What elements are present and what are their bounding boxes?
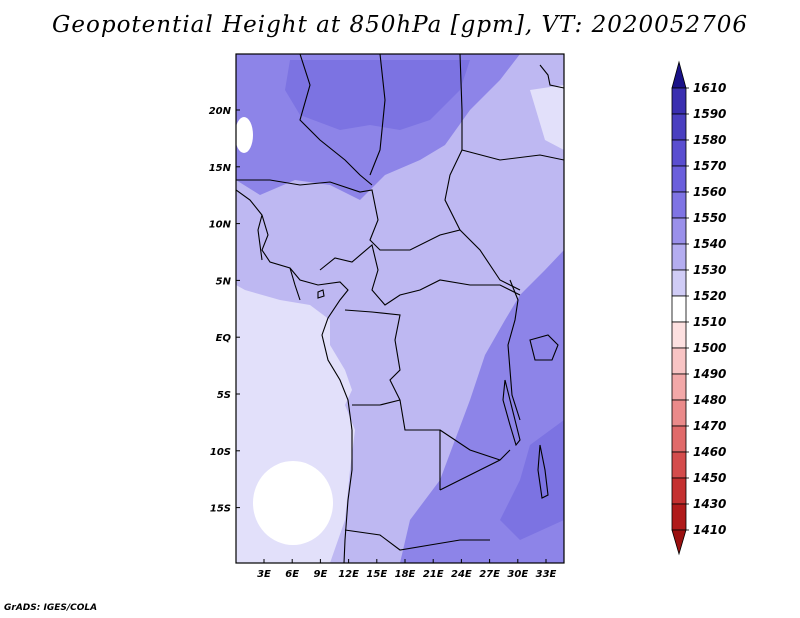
colorbar-box (671, 269, 687, 297)
colorbar-bottom-arrow (671, 529, 687, 556)
field-light-north (530, 85, 564, 150)
south-border-1 (344, 529, 490, 551)
colorbar-label: 1560 (693, 185, 726, 199)
inland-border-b (289, 267, 301, 301)
lat-label: 20N (209, 106, 232, 117)
footer-credit: GrADS: IGES/COLA (4, 603, 98, 613)
colorbar-box (671, 87, 687, 115)
field-east-inner (500, 420, 564, 540)
lon-label: 18E (395, 569, 416, 580)
colorbar-box (671, 217, 687, 245)
south-border-2 (439, 449, 511, 491)
colorbar-label: 1540 (693, 237, 726, 251)
map-frame (235, 53, 565, 564)
colorbar-label: 1450 (693, 471, 726, 485)
sahel-border (236, 179, 521, 291)
colorbar-label: 1520 (693, 289, 726, 303)
colorbar-label: 1410 (693, 523, 726, 537)
east-border-1 (507, 279, 521, 421)
colorbar-box (671, 295, 687, 323)
colorbar-label: 1530 (693, 263, 726, 277)
colorbar-box (671, 425, 687, 453)
central-border-3 (352, 399, 401, 406)
colorbar-box (671, 165, 687, 193)
colorbar-box (671, 399, 687, 427)
field-north-inner (285, 60, 470, 130)
colorbar-label: 1570 (693, 159, 726, 173)
colorbar-label: 1490 (693, 367, 726, 381)
lon-label: 6E (285, 569, 299, 580)
lon-label: 27E (479, 569, 500, 580)
map-title: Geopotential Height at 850hPa [gpm], VT:… (52, 12, 748, 38)
central-border-2 (344, 309, 441, 490)
field-white-edge (236, 117, 253, 153)
colorbar-label: 1480 (693, 393, 726, 407)
north-border-3 (444, 54, 463, 231)
central-border-1 (319, 244, 521, 306)
colorbar: 1610 1590 1580 1570 1560 1550 1540 1530 1520 1510… (671, 60, 726, 556)
north-border-2 (369, 54, 386, 176)
colorbar-label: 1610 (693, 81, 726, 95)
lake-victoria (529, 334, 559, 361)
lon-label: 12E (338, 569, 359, 580)
colorbar-box (671, 347, 687, 375)
lon-label: 3E (257, 569, 271, 580)
lon-label: 9E (314, 569, 328, 580)
height-field (236, 54, 564, 563)
lake-tanganyika (502, 379, 521, 447)
lon-label: 21E (423, 569, 444, 580)
colorbar-box (671, 139, 687, 167)
lat-label: 5S (217, 390, 231, 401)
field-white-core (253, 461, 333, 545)
coastlines-borders (236, 54, 564, 563)
colorbar-box (671, 113, 687, 141)
lat-label: 10N (209, 220, 232, 231)
colorbar-label: 1470 (693, 419, 726, 433)
lon-label: 33E (536, 569, 557, 580)
lake-malawi (537, 444, 549, 499)
lat-label: 10S (210, 447, 231, 458)
north-border-1 (299, 54, 373, 186)
axis-ticks (236, 109, 547, 563)
lat-label: 15S (210, 504, 231, 515)
lat-label: 5N (216, 276, 232, 287)
colorbar-label: 1430 (693, 497, 726, 511)
colorbar-box (671, 373, 687, 401)
inland-border-a (257, 214, 263, 261)
colorbar-label: 1510 (693, 315, 726, 329)
colorbar-label: 1500 (693, 341, 726, 355)
colorbar-box (671, 321, 687, 349)
inland-border-c (439, 429, 501, 461)
lat-label: EQ (216, 333, 232, 344)
lat-label: 15N (209, 163, 232, 174)
inland-border-d (461, 149, 564, 161)
lon-label: 30E (507, 569, 528, 580)
colorbar-box (671, 243, 687, 271)
colorbar-box (671, 191, 687, 219)
colorbar-box (671, 451, 687, 479)
colorbar-top-arrow (671, 60, 687, 89)
colorbar-box (671, 477, 687, 505)
colorbar-label: 1460 (693, 445, 726, 459)
colorbar-label: 1580 (693, 133, 726, 147)
lon-label: 24E (451, 569, 472, 580)
west-coast (236, 189, 353, 563)
latitude-labels: 20N 15N 10N 5N EQ 5S 10S 15S (209, 106, 232, 515)
gulf-island (317, 289, 325, 299)
lon-label: 15E (366, 569, 387, 580)
red-sea-coast (539, 64, 564, 89)
colorbar-label: 1590 (693, 107, 726, 121)
colorbar-label: 1550 (693, 211, 726, 225)
colorbar-box (671, 503, 687, 531)
longitude-labels: 3E 6E 9E 12E 15E 18E 21E 24E 27E 30E 33E (257, 569, 556, 580)
